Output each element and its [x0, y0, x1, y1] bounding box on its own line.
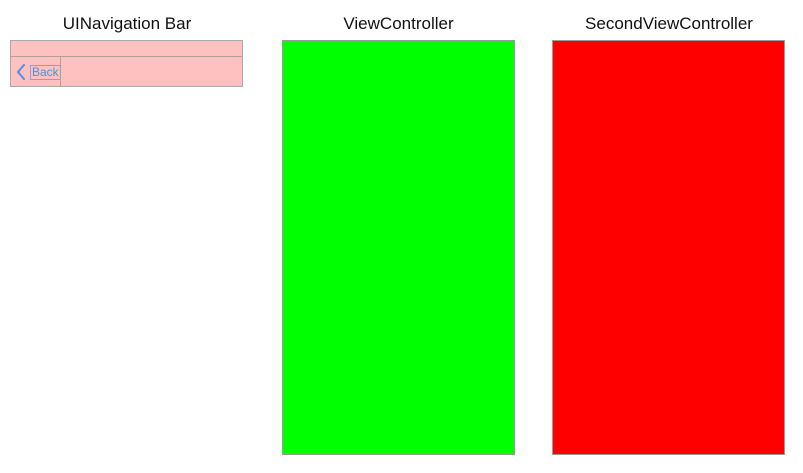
navigation-bar-title: UINavigation Bar — [62, 14, 192, 33]
second-view-controller-title: SecondViewController — [585, 14, 753, 33]
back-button[interactable]: Back — [11, 57, 61, 86]
view-controller-title: ViewController — [343, 14, 454, 33]
view-controller-panel — [282, 40, 515, 455]
back-button-label: Back — [30, 65, 61, 80]
navigation-bar: Back — [10, 40, 243, 87]
second-view-controller-panel — [552, 40, 785, 455]
status-bar-area — [11, 41, 242, 57]
chevron-left-icon — [17, 64, 25, 80]
